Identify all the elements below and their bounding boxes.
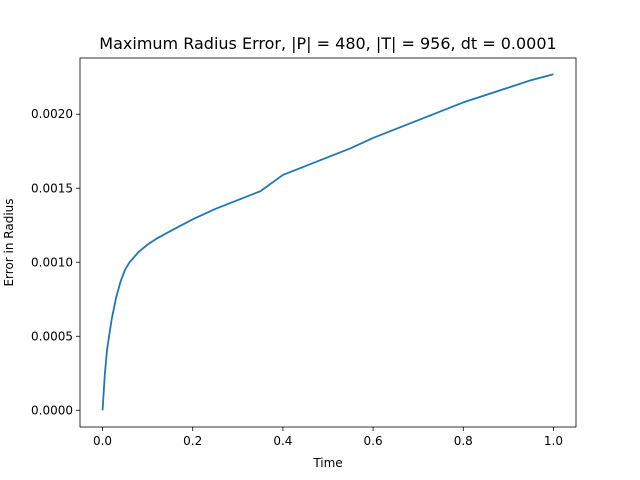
x-tick-label: 0.0	[93, 434, 112, 448]
y-tick-label: 0.0005	[31, 329, 73, 343]
y-axis: 0.0000 0.0005 0.0010 0.0015 0.0020	[31, 107, 80, 417]
y-tick-label: 0.0015	[31, 181, 73, 195]
y-axis-label: Error in Radius	[2, 198, 16, 286]
x-tick-label: 0.2	[183, 434, 202, 448]
series-line	[101, 73, 554, 411]
x-tick-label: 0.4	[273, 434, 292, 448]
plot-frame	[79, 57, 577, 428]
y-tick-label: 0.0020	[31, 107, 73, 121]
y-tick-label: 0.0010	[31, 255, 73, 269]
x-axis: 0.0 0.2 0.4 0.6 0.8 1.0	[93, 427, 563, 448]
x-axis-label: Time	[312, 456, 342, 470]
plot-series	[101, 73, 554, 411]
y-tick-label: 0.0000	[31, 403, 73, 417]
x-tick-label: 0.6	[364, 434, 383, 448]
chart-title: Maximum Radius Error, |P| = 480, |T| = 9…	[99, 34, 556, 53]
x-tick-label: 1.0	[544, 434, 563, 448]
x-tick-label: 0.8	[454, 434, 473, 448]
